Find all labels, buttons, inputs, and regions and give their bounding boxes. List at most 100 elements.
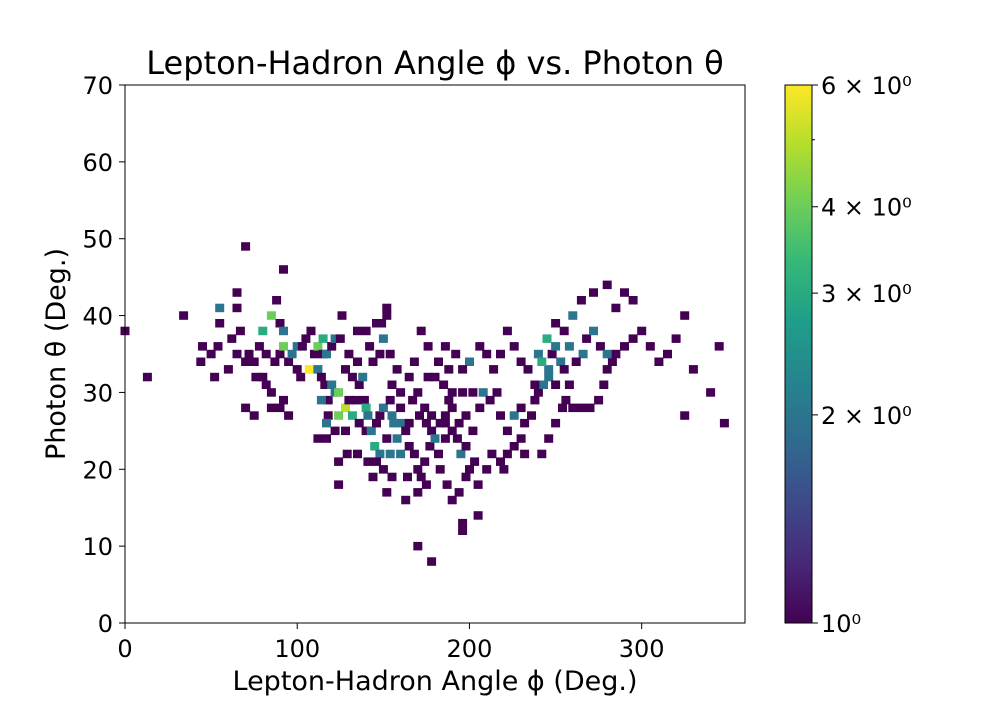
heatmap-cell	[334, 388, 344, 397]
heatmap-cell	[261, 380, 271, 389]
heatmap-cell	[434, 449, 443, 459]
heatmap-cell	[409, 449, 419, 459]
heatmap-cell	[489, 365, 499, 374]
heatmap-cell	[451, 349, 461, 359]
heatmap-cell	[258, 372, 268, 382]
heatmap-cell	[198, 342, 207, 351]
heatmap-cell	[375, 411, 385, 420]
heatmap-cell	[430, 372, 440, 382]
heatmap-cell	[215, 303, 225, 313]
heatmap-cell	[413, 465, 423, 474]
y-axis-ticks: 0 10 20 30 40 50 60 70	[82, 72, 125, 638]
heatmap-cell	[378, 403, 388, 413]
heatmap-cell	[523, 365, 533, 374]
heatmap-cell	[465, 465, 474, 474]
heatmap-cell	[589, 326, 598, 336]
plot-frame	[124, 84, 746, 624]
heatmap-cell	[482, 349, 492, 359]
heatmap-cell	[516, 357, 526, 366]
heatmap-cell	[327, 380, 337, 389]
heatmap-cell	[375, 449, 385, 459]
heatmap-cell	[485, 395, 495, 405]
heatmap-cell	[344, 395, 354, 405]
heatmap-cell	[520, 449, 530, 459]
heatmap-cell	[232, 288, 242, 297]
y-tick-label: 10	[82, 533, 113, 561]
heatmap-cell	[561, 395, 571, 405]
heatmap-cell	[461, 472, 471, 482]
heatmap-cell	[266, 388, 276, 397]
heatmap-cell	[663, 349, 672, 359]
heatmap-cell	[447, 495, 457, 505]
heatmap-cell	[496, 411, 505, 420]
heatmap-cell	[313, 342, 323, 351]
heatmap-cell	[427, 557, 437, 566]
heatmap-cell	[487, 449, 497, 459]
heatmap-cell	[404, 372, 414, 382]
heatmap-cell	[327, 342, 337, 351]
heatmap-cell	[416, 326, 426, 336]
heatmap-cell	[568, 403, 578, 413]
heatmap-cell	[465, 357, 474, 366]
heatmap-cell	[337, 311, 347, 320]
heatmap-cell	[358, 372, 368, 382]
heatmap-cell	[473, 480, 483, 489]
heatmap-cell	[284, 357, 294, 366]
heatmap-cell	[420, 403, 430, 413]
heatmap-cell	[275, 319, 285, 328]
heatmap-cell	[509, 411, 519, 420]
heatmap-cell	[304, 365, 314, 374]
heatmap-cell	[688, 365, 698, 374]
heatmap-cell	[227, 334, 237, 343]
heatmap-cell	[458, 518, 468, 528]
heatmap-cell	[645, 342, 655, 351]
heatmap-cell	[323, 395, 333, 405]
heatmap-cell	[492, 388, 502, 397]
heatmap-cell	[468, 388, 478, 397]
y-tick-label: 40	[82, 303, 113, 331]
heatmap-cell	[341, 365, 350, 374]
heatmap-cell	[213, 342, 223, 351]
heatmap-cell	[537, 449, 547, 459]
heatmap-cell	[470, 457, 480, 466]
heatmap-cell	[714, 342, 724, 351]
heatmap-cell	[396, 418, 406, 428]
heatmap-cell	[654, 357, 664, 366]
y-tick-label: 0	[98, 610, 113, 638]
heatmap-cell	[334, 480, 344, 489]
heatmap-cell	[582, 334, 592, 343]
heatmap-cell	[401, 426, 411, 436]
heatmap-cell	[351, 395, 361, 405]
heatmap-cell	[372, 319, 381, 328]
heatmap-cell	[620, 288, 629, 297]
colorbar-tick-label: 10⁰	[821, 610, 861, 638]
heatmap-cell	[409, 357, 419, 366]
heatmap-cell	[461, 411, 471, 420]
heatmap-cell	[602, 349, 612, 359]
heatmap-cell	[279, 395, 288, 405]
heatmap-cell	[179, 311, 189, 320]
heatmap-cell	[313, 365, 323, 374]
heatmap-cell	[458, 388, 468, 397]
heatmap-cell	[396, 388, 406, 397]
heatmap-cell	[251, 372, 261, 382]
heatmap-cell	[382, 303, 392, 313]
heatmap-cell	[533, 388, 543, 397]
heatmap-cell	[215, 319, 225, 328]
heatmap-cell	[254, 342, 264, 351]
heatmap-cell	[370, 442, 380, 451]
heatmap-cell	[261, 349, 271, 359]
heatmap-cell	[206, 349, 216, 359]
heatmap-cell	[680, 411, 690, 420]
heatmap-cell	[547, 349, 557, 359]
heatmap-cell	[354, 418, 364, 428]
heatmap-cell	[232, 303, 242, 313]
heatmap-cell	[440, 342, 450, 351]
heatmap-cell	[396, 403, 406, 413]
heatmap-cell	[387, 411, 397, 420]
heatmap-cell	[539, 380, 548, 389]
colorbar-ticks: 10⁰ 2 × 10⁰ 3 × 10⁰ 4 × 10⁰ 6 × 10⁰	[812, 72, 912, 638]
heatmap-cell	[241, 242, 251, 251]
heatmap-cell	[611, 303, 621, 313]
